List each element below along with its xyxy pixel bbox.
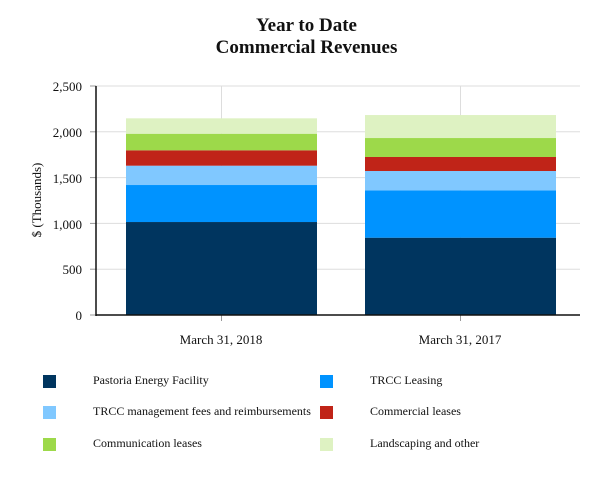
bar-segment: [126, 133, 317, 151]
bar-segment: [126, 222, 317, 315]
legend-swatch: [320, 437, 333, 451]
legend-item: TRCC Leasing: [320, 373, 442, 388]
bar-segment: [126, 150, 317, 166]
y-tick-label: 500: [62, 262, 83, 277]
legend-label: Communication leases: [93, 436, 202, 450]
legend-item: Communication leases: [43, 436, 202, 451]
y-tick-label: 2,500: [52, 79, 82, 94]
legend-label: TRCC management fees and reimbursements: [93, 404, 311, 418]
legend-label: Pastoria Energy Facility: [93, 373, 209, 387]
y-tick-label: 1,000: [52, 217, 82, 232]
x-tick-label: March 31, 2018: [179, 332, 263, 347]
bar-segment: [365, 115, 556, 139]
axes: [90, 85, 580, 321]
legend-swatch: [320, 405, 333, 419]
bar-segment: [126, 118, 317, 134]
bars: [126, 115, 556, 315]
legend-swatch: [43, 405, 56, 419]
chart-title: Year to Date: [256, 15, 357, 36]
bar-segment: [365, 171, 556, 191]
legend-label: Commercial leases: [370, 404, 461, 418]
bar-segment: [365, 190, 556, 238]
legend-swatch: [43, 437, 56, 451]
bar-segment: [126, 165, 317, 186]
bar-segment: [365, 156, 556, 172]
legend-item: TRCC management fees and reimbursements: [43, 404, 311, 419]
legend-item: Commercial leases: [320, 404, 461, 419]
bar-segment: [365, 138, 556, 157]
legend-swatch: [320, 374, 333, 388]
bar-segment: [126, 185, 317, 223]
legend-swatch: [43, 374, 56, 388]
y-tick-label: 1,500: [52, 171, 82, 186]
x-tick-label: March 31, 2017: [418, 332, 502, 347]
legend-item: Landscaping and other: [320, 436, 479, 451]
legend-label: TRCC Leasing: [370, 373, 443, 387]
legend-item: Pastoria Energy Facility: [43, 373, 209, 388]
legend-label: Landscaping and other: [370, 436, 480, 450]
y-tick-label: 2,000: [52, 125, 82, 140]
chart-subtitle: Commercial Revenues: [215, 37, 398, 58]
bar-segment: [365, 237, 556, 315]
y-tick-label: 0: [75, 308, 83, 323]
